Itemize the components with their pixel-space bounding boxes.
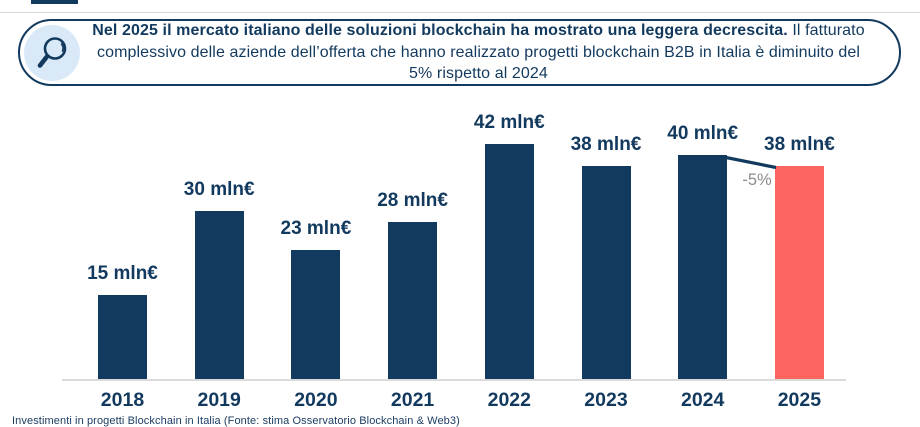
decline-annotation: -5% bbox=[742, 171, 772, 189]
callout-text-bold: Nel 2025 il mercato italiano delle soluz… bbox=[92, 22, 788, 40]
bar-2019 bbox=[194, 211, 244, 379]
value-label-2025: 38 mln€ bbox=[764, 134, 835, 156]
bar-2018 bbox=[98, 295, 147, 379]
value-label-2019: 30 mln€ bbox=[183, 179, 255, 200]
value-label-2018: 15 mln€ bbox=[87, 263, 158, 284]
x-axis-line bbox=[62, 379, 846, 381]
year-label-2024: 2024 bbox=[680, 389, 725, 411]
magnifier-icon bbox=[24, 24, 80, 81]
top-edge-artifact bbox=[31, 0, 78, 4]
bar-2022 bbox=[484, 143, 534, 379]
magnifier-icon-glyph bbox=[37, 36, 67, 68]
value-label-2022: 42 mln€ bbox=[473, 111, 545, 133]
year-label-2020: 2020 bbox=[294, 389, 338, 411]
year-label-2018: 2018 bbox=[100, 389, 145, 411]
callout-banner: Nel 2025 il mercato italiano delle soluz… bbox=[18, 19, 901, 86]
callout-text-regular: Il fatturato complessivo delle aziende d… bbox=[96, 22, 865, 83]
value-label-2021: 28 mln€ bbox=[377, 190, 448, 212]
top-divider bbox=[0, 12, 920, 13]
value-label-2023: 38 mln€ bbox=[570, 134, 642, 156]
year-label-2019: 2019 bbox=[197, 389, 241, 411]
bar-2025 bbox=[774, 166, 824, 379]
year-label-2023: 2023 bbox=[584, 389, 628, 411]
bar-2023 bbox=[581, 166, 631, 379]
chart-caption: Investimenti in progetti Blockchain in I… bbox=[12, 415, 460, 427]
bar-2021 bbox=[388, 222, 438, 379]
value-label-2020: 23 mln€ bbox=[280, 218, 352, 240]
bar-2020 bbox=[291, 250, 341, 379]
callout-text: Nel 2025 il mercato italiano delle soluz… bbox=[80, 20, 899, 85]
year-label-2022: 2022 bbox=[487, 389, 531, 411]
value-label-2024: 40 mln€ bbox=[667, 123, 739, 144]
year-label-2021: 2021 bbox=[390, 389, 435, 411]
year-label-2025: 2025 bbox=[777, 389, 822, 411]
bar-2024 bbox=[678, 155, 728, 379]
